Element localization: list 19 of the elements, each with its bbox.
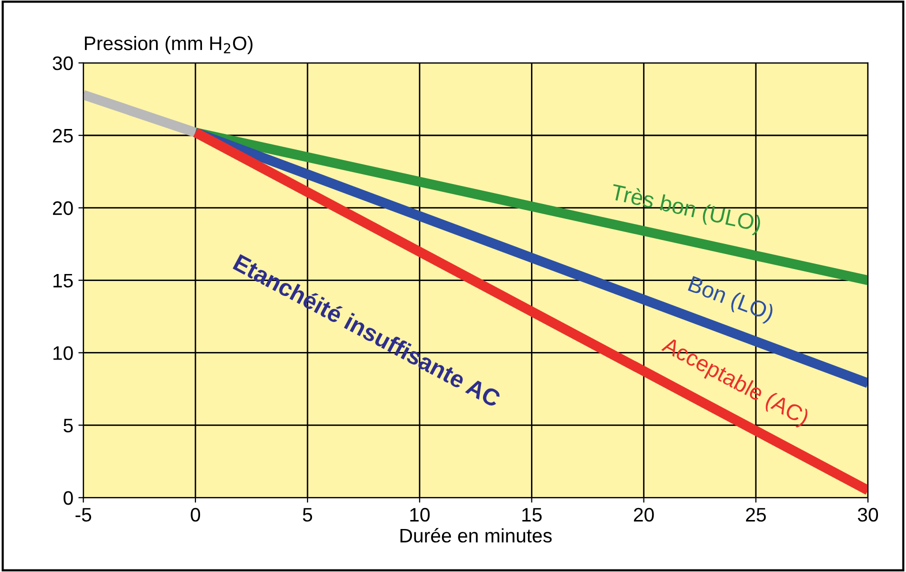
x-tick-label: -5: [76, 508, 92, 522]
y-tick-label: 0: [64, 491, 73, 505]
y-tick-label: 20: [52, 201, 73, 216]
y-tick-label: 15: [53, 274, 73, 288]
x-tick-label: 25: [746, 508, 766, 522]
x-tick-label: 5: [302, 508, 312, 522]
x-tick-label: 20: [634, 508, 654, 522]
y-tick-label: 10: [53, 346, 73, 360]
x-tick-label: 10: [410, 508, 430, 522]
y-tick-label: 25: [52, 128, 73, 143]
x-axis-title: Durée en minutes: [400, 528, 552, 543]
text: Très bon (ULO): [609, 183, 762, 236]
y-axis-title: Pression (mm H$_{2}$O): [84, 36, 252, 54]
x-tick-label: 15: [522, 508, 542, 522]
text: Bon (LO): [686, 275, 775, 326]
x-tick-label: 30: [858, 508, 878, 522]
y-tick-label: 5: [64, 418, 73, 432]
y-tick-label: 30: [52, 56, 73, 70]
x-tick-label: 0: [190, 508, 200, 522]
